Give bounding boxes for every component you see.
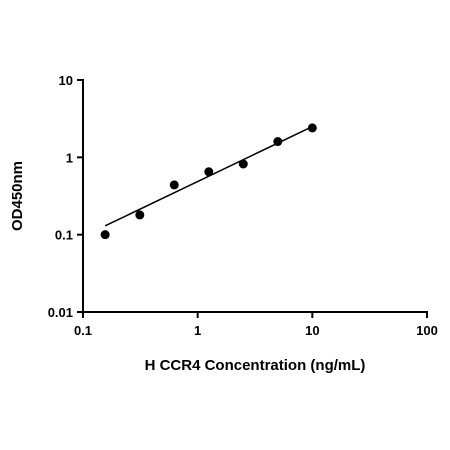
data-point [100,230,110,240]
data-point [238,159,248,169]
y-axis-title: OD450nm [9,161,26,231]
data-point [169,180,179,190]
x-tick-label: 0.1 [74,323,92,338]
x-tick-label: 1 [194,323,201,338]
y-tick-label: 0.1 [55,228,73,243]
data-point [307,123,317,133]
x-tick-label: 10 [305,323,319,338]
x-tick-label: 100 [416,323,438,338]
data-point [135,210,145,220]
y-tick-label: 0.01 [48,305,73,320]
data-points [100,123,317,240]
y-axis-ticks: 0.01 0.1 1 10 [48,73,83,320]
x-axis-title: H CCR4 Concentration (ng/mL) [145,357,366,374]
y-tick-label: 10 [59,73,73,88]
data-point [273,137,283,147]
y-tick-label: 1 [66,150,73,165]
x-axis-ticks: 0.1 1 10 100 [74,312,438,338]
axes [82,79,428,313]
data-point [204,167,214,177]
